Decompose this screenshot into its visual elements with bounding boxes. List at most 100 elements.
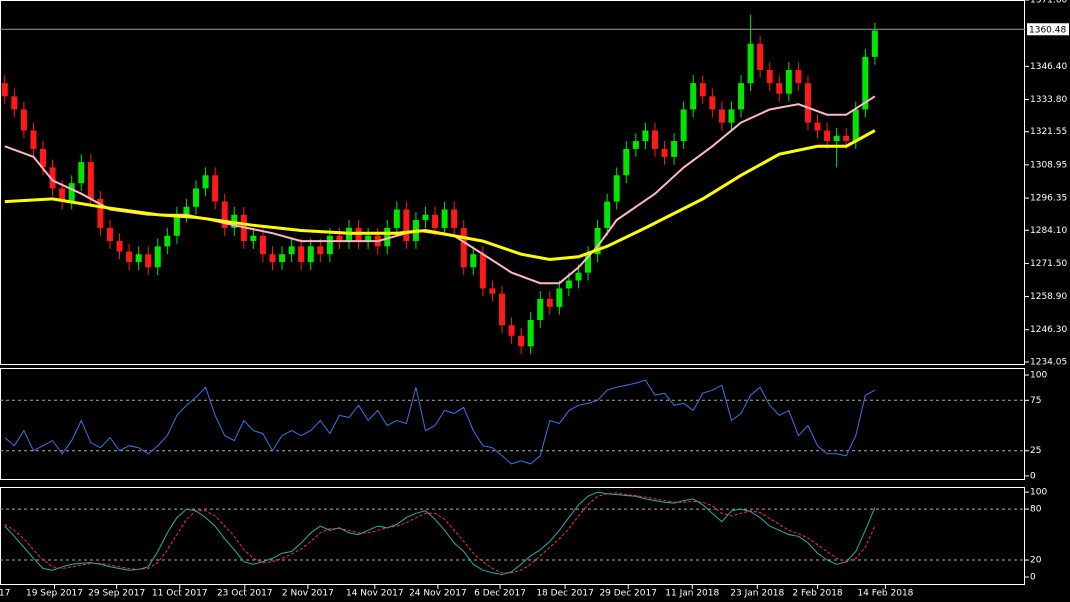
x-tick-label: 18 Dec 2017	[536, 589, 594, 599]
candle-body	[441, 209, 448, 228]
candle-body	[776, 83, 783, 94]
y-tick-label: 1333.80	[1030, 95, 1067, 105]
candle-body	[498, 293, 505, 326]
candle-body	[221, 201, 228, 228]
y-tick-label: 1321.55	[1030, 127, 1067, 137]
plot	[1, 14, 878, 355]
candle-body	[307, 246, 314, 263]
panel-frame	[0, 487, 1025, 585]
x-tick-label: 2 Feb 2018	[792, 589, 843, 599]
candle-body	[632, 141, 639, 149]
candle-body	[326, 235, 333, 255]
candle-body	[259, 235, 266, 255]
y-tick-label: 1296.35	[1030, 194, 1067, 204]
candle-body	[843, 135, 850, 142]
candle-body	[728, 109, 735, 123]
candle-body	[49, 167, 56, 189]
y-tick-label: 100	[1030, 488, 1047, 498]
candle-body	[422, 214, 429, 220]
indicator-line	[4, 379, 876, 465]
candle-body	[145, 254, 152, 268]
candle-body	[154, 246, 161, 268]
candle-body	[78, 162, 85, 184]
candle-body	[690, 83, 697, 110]
candle-body	[1, 83, 8, 97]
y-tick-label: 80	[1030, 505, 1042, 515]
plot	[4, 379, 876, 465]
y-tick-label: 1246.30	[1030, 325, 1067, 335]
y-tick-label: 1258.90	[1030, 292, 1067, 302]
y-tick-label: 1346.40	[1030, 62, 1067, 72]
y-tick-label: 1371.60	[1030, 0, 1067, 6]
y-tick-label: 1234.05	[1030, 357, 1067, 367]
y-tick-label: 100	[1030, 371, 1047, 381]
x-tick-label: 7 Sep 2017	[0, 589, 10, 599]
candle-body	[747, 43, 754, 84]
candle-body	[623, 148, 630, 176]
x-tick-label: 6 Dec 2017	[474, 589, 526, 599]
candle-body	[336, 235, 343, 242]
candle-body	[671, 141, 678, 157]
candle-body	[546, 298, 553, 307]
candle-body	[193, 188, 200, 207]
candle-body	[661, 148, 668, 157]
candle-body	[565, 280, 572, 289]
y-tick-label: 1308.95	[1030, 160, 1067, 170]
candle-body	[68, 183, 75, 202]
candle-body	[527, 320, 534, 347]
candle-body	[479, 254, 486, 289]
x-tick-label: 29 Dec 2017	[599, 589, 657, 599]
x-tick-label: 23 Jan 2018	[730, 589, 784, 599]
candle-body	[642, 130, 649, 142]
x-tick-label: 19 Sep 2017	[26, 589, 83, 599]
candle-body	[20, 109, 27, 131]
candle-body	[106, 227, 113, 242]
y-tick-label: 75	[1030, 396, 1041, 406]
candle-body	[518, 335, 525, 347]
candle-body	[651, 130, 658, 149]
candle-body	[604, 201, 611, 228]
candle-body	[594, 227, 601, 255]
candle-body	[279, 254, 286, 263]
candle-body	[757, 43, 764, 70]
candle-body	[489, 288, 496, 294]
candle-body	[288, 246, 295, 255]
moving-average	[4, 129, 876, 262]
indicator-line	[4, 491, 876, 576]
panel-frame	[0, 0, 1025, 365]
candle-body	[432, 214, 439, 228]
candle-body	[537, 298, 544, 320]
candle-body	[766, 70, 773, 84]
candle-body	[298, 246, 305, 263]
candle-body	[384, 227, 391, 247]
candle-body	[250, 235, 257, 242]
candle-body	[470, 254, 477, 268]
candle-body	[833, 135, 840, 142]
y-tick-label: 1284.10	[1030, 226, 1067, 236]
candle-body	[871, 30, 878, 57]
candle-body	[97, 198, 104, 228]
candle-body	[269, 254, 276, 263]
candle-body	[814, 122, 821, 131]
plot	[4, 491, 876, 576]
candle-body	[126, 251, 133, 263]
x-tick-label: 14 Nov 2017	[346, 589, 404, 599]
candle-body	[862, 56, 869, 110]
x-tick-label: 11 Oct 2017	[152, 589, 208, 599]
candle-body	[40, 148, 47, 168]
candle-body	[30, 130, 37, 149]
y-tick-label: 0	[1030, 573, 1036, 583]
x-tick-label: 29 Sep 2017	[88, 589, 145, 599]
candle-body	[403, 209, 410, 242]
indicator-line	[4, 492, 876, 574]
candle-body	[87, 162, 94, 199]
x-tick-label: 2 Nov 2017	[282, 589, 334, 599]
candle-body	[718, 109, 725, 123]
x-tick-label: 11 Jan 2018	[665, 589, 719, 599]
candle-body	[680, 109, 687, 142]
candle-body	[202, 175, 209, 189]
candle-body	[795, 70, 802, 84]
candle-body	[451, 209, 458, 228]
candle-body	[556, 288, 563, 307]
candle-body	[460, 227, 467, 268]
